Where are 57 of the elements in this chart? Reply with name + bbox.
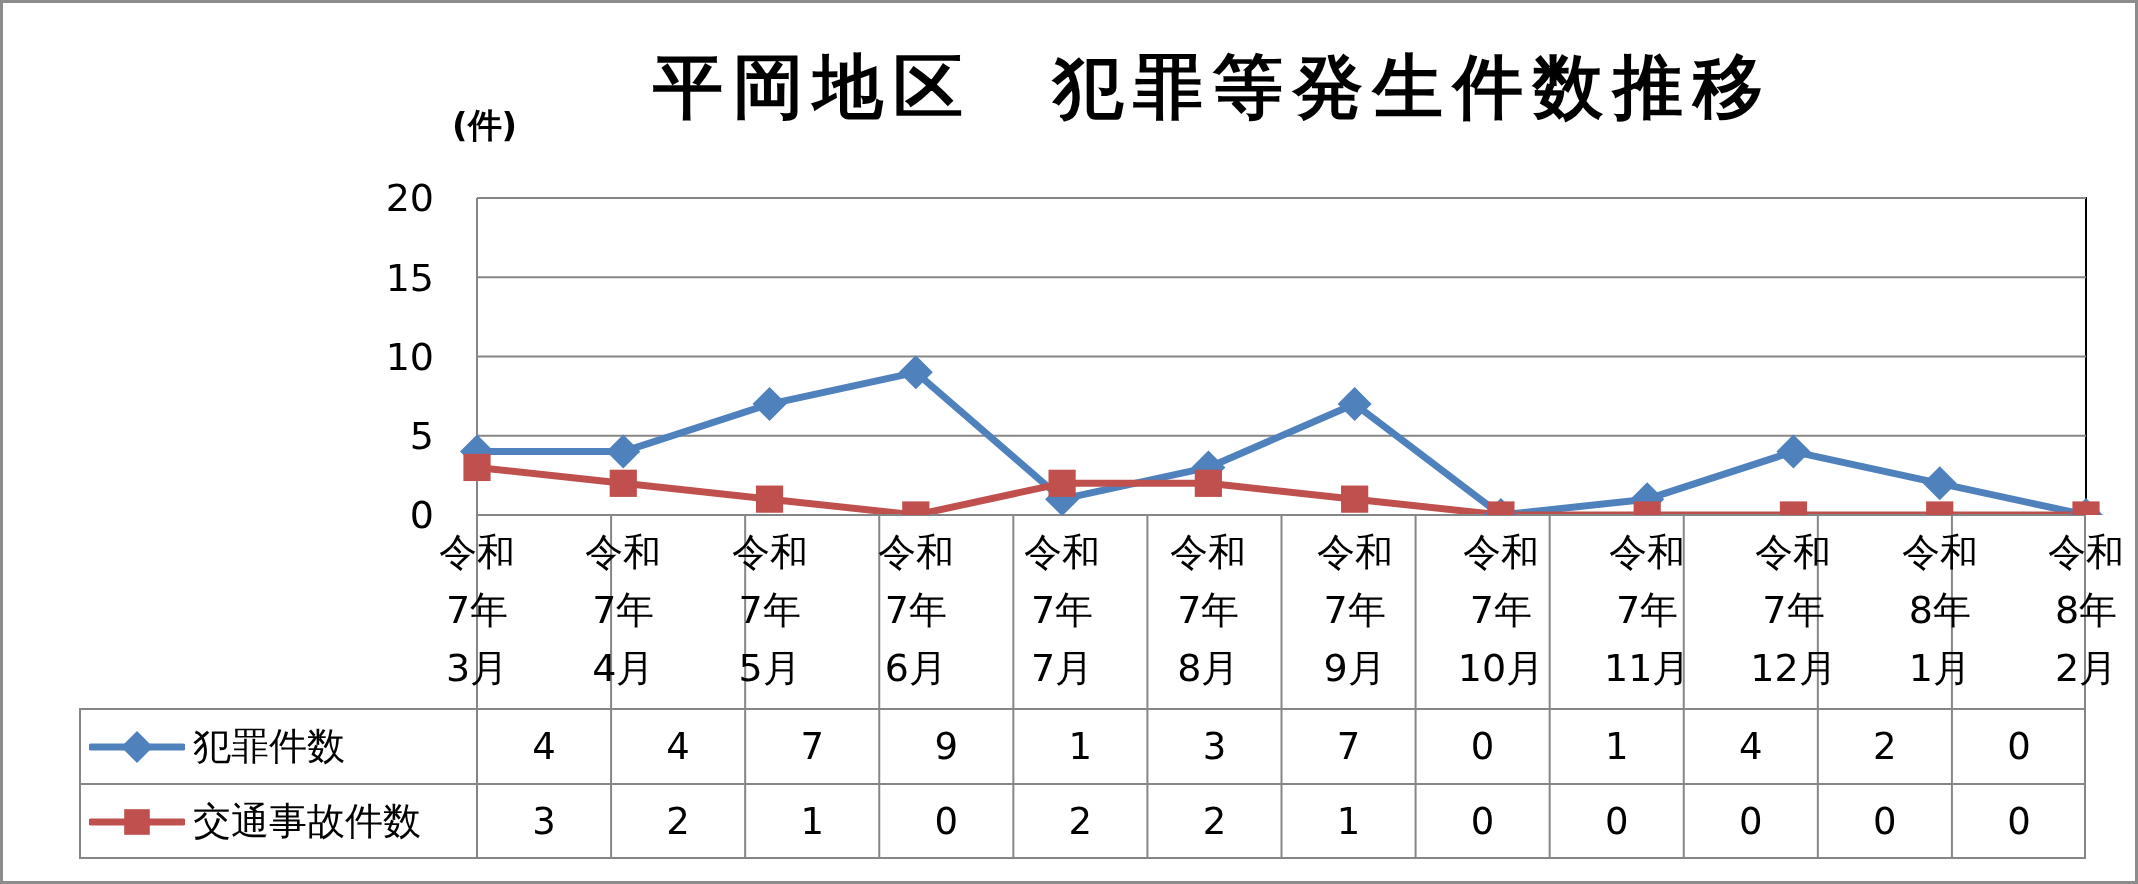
x-tick-label: 令和7年9月 [1316, 530, 1393, 690]
x-tick-label: 令和7年5月 [731, 530, 808, 690]
x-tick-label: 令和7年6月 [877, 530, 954, 690]
x-tick-label: 令和7年11月 [1604, 530, 1691, 690]
data-label: 1 [1068, 725, 1093, 768]
data-label: 0 [1470, 725, 1495, 768]
point [1922, 466, 1957, 501]
x-tick-label: 令和7年10月 [1457, 530, 1545, 690]
data-label: 0 [934, 800, 959, 843]
x-tick-label: 令和7年3月 [439, 530, 515, 690]
chart-title: 平岡地区 犯罪等発生件数推移 [653, 46, 1773, 128]
y-axis-title: (件) [452, 105, 518, 145]
point [1337, 387, 1372, 422]
point [1341, 485, 1369, 513]
x-tick-label: 令和7年4月 [585, 530, 662, 690]
data-label: 0 [1470, 800, 1495, 843]
data-label: 4 [532, 725, 556, 768]
data-label: 4 [666, 725, 690, 768]
point [606, 434, 641, 469]
y-tick-label: 20 [385, 176, 434, 221]
data-label: 0 [1873, 800, 1897, 843]
y-tick-label: 0 [409, 493, 434, 538]
data-label: 7 [800, 725, 824, 768]
x-tick-label: 令和7年7月 [1024, 530, 1101, 690]
data-label: 3 [532, 800, 556, 843]
data-label: 1 [1604, 725, 1629, 768]
point [1194, 469, 1222, 497]
data-label: 0 [1739, 800, 1763, 843]
y-tick-label: 5 [409, 414, 434, 459]
legend-label: 交通事故件数 [193, 798, 421, 845]
data-label: 0 [2007, 725, 2031, 768]
x-tick-label: 令和8年1月 [1901, 530, 1978, 690]
legend-label: 犯罪件数 [193, 723, 345, 770]
point [755, 485, 784, 513]
y-tick-label: 10 [385, 334, 434, 379]
data-label: 7 [1336, 725, 1361, 768]
point [609, 469, 637, 497]
data-label: 1 [1336, 800, 1361, 843]
data-label: 1 [800, 800, 824, 843]
point [752, 387, 787, 422]
x-tick-label: 令和7年12月 [1750, 530, 1837, 690]
data-label: 2 [666, 800, 690, 843]
data-label: 2 [1068, 800, 1093, 843]
data-label: 3 [1202, 725, 1227, 768]
x-tick-label: 令和8年2月 [2048, 530, 2124, 690]
point [463, 453, 491, 482]
data-label: 0 [2007, 800, 2031, 843]
point [1048, 469, 1076, 497]
data-label: 2 [1202, 800, 1227, 843]
data-label: 2 [1873, 725, 1897, 768]
data-label: 0 [1604, 800, 1629, 843]
y-tick-label: 15 [385, 255, 434, 300]
point [1776, 434, 1811, 469]
data-label: 4 [1739, 725, 1763, 768]
data-label: 9 [934, 725, 959, 768]
point [898, 355, 933, 390]
x-tick-label: 令和7年8月 [1170, 530, 1247, 690]
